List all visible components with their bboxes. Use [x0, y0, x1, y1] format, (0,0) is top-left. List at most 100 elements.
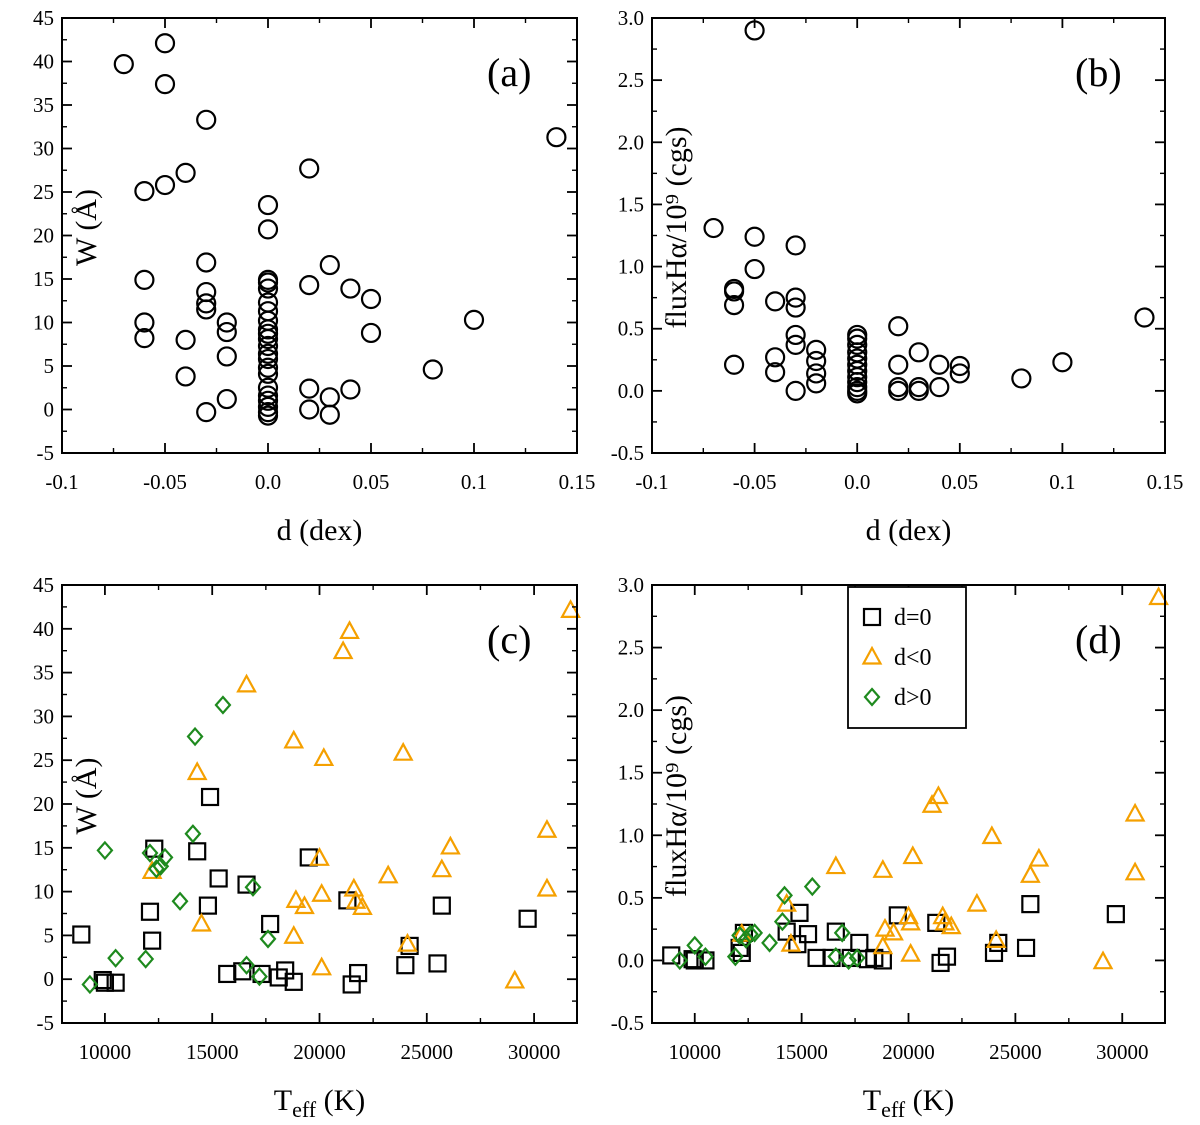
- data-point: [113, 54, 134, 75]
- data-point: [352, 896, 373, 915]
- y-tick-label: 0.0: [618, 948, 644, 972]
- data-point: [261, 914, 280, 934]
- data-point: [723, 354, 745, 375]
- legend-marker: [862, 607, 882, 627]
- data-point: [340, 278, 361, 299]
- y-tick-label: 3.0: [618, 6, 644, 30]
- y-tick-label: 1.0: [618, 255, 644, 279]
- data-point: [299, 158, 320, 179]
- data-point: [726, 947, 744, 967]
- y-tick-label: -5: [37, 441, 55, 465]
- data-point: [257, 194, 279, 216]
- data-point: [1134, 307, 1155, 328]
- data-point: [175, 329, 196, 350]
- x-axis-label: d (dex): [277, 514, 363, 547]
- data-point: [93, 970, 112, 990]
- data-point: [257, 278, 279, 299]
- y-tick-label: 35: [33, 93, 54, 117]
- data-point: [765, 291, 786, 312]
- data-point: [257, 357, 279, 378]
- x-tick-label: 30000: [508, 1040, 561, 1064]
- data-point: [1021, 895, 1040, 914]
- data-point: [847, 360, 868, 382]
- data-point: [285, 889, 307, 908]
- data-point: [888, 380, 909, 401]
- data-point: [186, 761, 208, 781]
- data-point: [432, 896, 451, 915]
- data-point: [785, 334, 806, 355]
- data-point: [1011, 368, 1032, 389]
- y-tick-label: 1.0: [618, 823, 644, 847]
- data-point: [311, 956, 333, 976]
- data-point: [313, 747, 335, 767]
- data-point: [299, 274, 320, 296]
- data-point: [186, 726, 204, 747]
- data-point: [827, 947, 845, 967]
- data-point: [134, 312, 155, 333]
- data-point: [250, 966, 268, 987]
- y-tick-label: 5: [44, 923, 55, 947]
- y-tick-label: 15: [33, 836, 54, 860]
- data-point: [696, 947, 714, 967]
- legend-label: d>0: [894, 685, 932, 711]
- y-tick-label: 3.0: [618, 573, 644, 597]
- x-tick-label: -0.05: [143, 470, 187, 494]
- data-point: [984, 943, 1004, 963]
- data-point: [154, 33, 176, 54]
- panel-label: (d): [1075, 617, 1122, 662]
- data-point: [546, 127, 567, 148]
- data-point: [257, 390, 279, 411]
- data-point: [806, 363, 827, 384]
- data-point: [191, 912, 212, 932]
- y-tick-label: 0: [44, 967, 55, 991]
- data-point: [188, 842, 207, 861]
- panel-label: (b): [1075, 50, 1122, 95]
- data-point: [931, 953, 950, 973]
- data-point: [504, 969, 526, 989]
- data-point: [319, 254, 340, 276]
- data-point: [345, 889, 367, 909]
- data-point: [723, 281, 745, 302]
- data-point: [339, 620, 360, 640]
- data-point: [319, 404, 340, 425]
- data-point: [216, 321, 237, 343]
- panel-b: -0.1 -0.05 0.0 0.05 0.1 0.15 -0.5 0.0 0.5 1.0 1.5 2…: [611, 6, 1184, 547]
- data-point: [780, 932, 802, 952]
- y-tick-label: 40: [33, 50, 54, 74]
- data-point: [137, 949, 155, 969]
- data-point: [216, 388, 237, 410]
- y-tick-label: 2.0: [618, 130, 644, 154]
- data-point: [773, 911, 791, 932]
- data-point: [776, 885, 793, 906]
- data-point: [966, 892, 988, 912]
- data-point: [847, 383, 868, 404]
- data-point: [888, 354, 909, 375]
- y-tick-label: 2.5: [618, 68, 644, 92]
- data-point: [360, 322, 382, 344]
- data-point: [929, 377, 950, 398]
- panel-label: (a): [487, 50, 531, 95]
- x-tick-label: 20000: [882, 1040, 935, 1064]
- data-point: [283, 924, 305, 944]
- series-d-d0: [731, 586, 1169, 970]
- y-tick-label: 45: [33, 6, 54, 30]
- data-point: [392, 741, 414, 761]
- x-tick-label: 0.0: [255, 470, 281, 494]
- data-point: [1148, 586, 1169, 606]
- data-point: [732, 943, 751, 963]
- data-point: [908, 342, 929, 363]
- data-point: [154, 174, 176, 196]
- data-point: [761, 933, 779, 953]
- data-point: [703, 217, 724, 239]
- data-point: [848, 948, 866, 968]
- y-tick-label: -0.5: [611, 441, 644, 465]
- data-point: [847, 372, 868, 393]
- data-point: [1124, 861, 1146, 881]
- data-point: [898, 905, 919, 925]
- data-point: [134, 269, 155, 290]
- y-tick-label: 2.5: [618, 636, 644, 660]
- data-point: [744, 258, 765, 280]
- y-tick-label: 30: [33, 704, 54, 728]
- panel-c: 10000 15000 20000 25000 30000 -5 0 5 10 15 20 25 30 3…: [33, 573, 581, 1122]
- data-point: [785, 235, 806, 256]
